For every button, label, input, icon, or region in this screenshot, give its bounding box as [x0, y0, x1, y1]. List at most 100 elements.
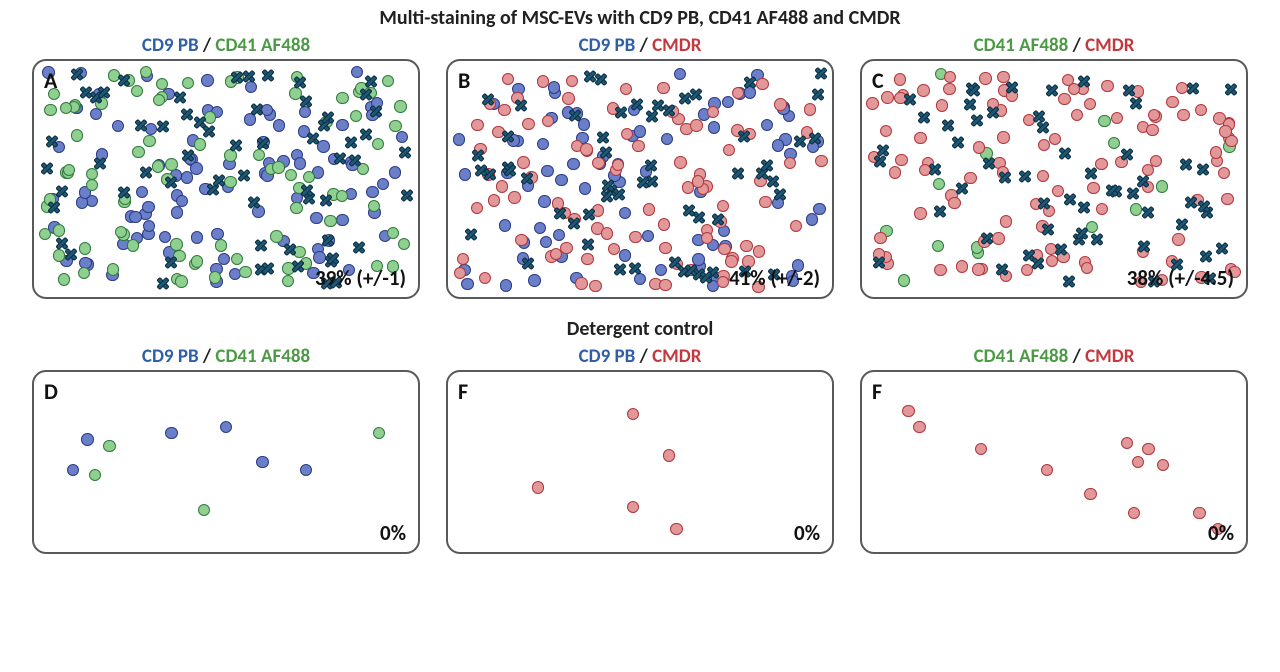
marker-dot-red	[759, 196, 771, 208]
marker-dot-green	[336, 92, 348, 104]
marker-dot-blue	[165, 427, 177, 439]
marker-dot-green	[79, 242, 91, 254]
marker-dot-blue	[273, 119, 285, 131]
marker-dot-red	[575, 277, 587, 289]
marker-cross-icon	[1031, 256, 1045, 270]
marker-dot-red	[1101, 80, 1113, 92]
marker-cross-icon	[369, 105, 383, 119]
marker-dot-red	[580, 143, 592, 155]
marker-dot-red	[1142, 443, 1154, 455]
marker-dot-green	[86, 179, 98, 191]
marker-cross-icon	[40, 161, 54, 175]
marker-dot-green	[132, 146, 144, 158]
marker-dot-blue	[806, 213, 818, 225]
marker-cross-icon	[55, 237, 69, 251]
marker-dot-blue	[661, 133, 673, 145]
marker-dot-green	[78, 267, 90, 279]
marker-cross-icon	[47, 200, 61, 214]
marker-dot-green	[303, 171, 315, 183]
marker-cross-icon	[1197, 200, 1211, 214]
marker-dot-red	[1219, 125, 1231, 137]
marker-cross-icon	[760, 158, 774, 172]
marker-dot-red	[944, 71, 956, 83]
marker-dot-red	[620, 83, 632, 95]
title-part-cd41: CD41 AF488	[974, 34, 1069, 57]
panel-percent: 38% (+/-4.5)	[1127, 265, 1234, 291]
marker-cross-icon	[481, 92, 495, 106]
marker-dot-green	[382, 75, 394, 87]
marker-cross-icon	[612, 188, 626, 202]
marker-dot-green	[71, 129, 83, 141]
panel-title: CD9 PB / CD41 AF488	[142, 345, 310, 368]
marker-dot-blue	[674, 68, 686, 80]
panel-block-C: CD41 AF488 / CMDRC38% (+/-4.5)	[860, 30, 1248, 299]
marker-cross-icon	[1141, 206, 1155, 220]
marker-dot-blue	[136, 186, 148, 198]
marker-dot-green	[58, 273, 70, 285]
marker-cross-icon	[1054, 243, 1068, 257]
marker-dot-blue	[579, 182, 591, 194]
marker-dot-red	[943, 83, 955, 95]
marker-dot-red	[894, 73, 906, 85]
panel-title: CD41 AF488 / CMDR	[974, 34, 1135, 57]
marker-dot-blue	[553, 229, 565, 241]
marker-dot-green	[165, 158, 177, 170]
marker-cross-icon	[743, 76, 757, 90]
marker-cross-icon	[1122, 83, 1136, 97]
marker-cross-icon	[348, 153, 362, 167]
panel-percent: 0%	[1208, 520, 1234, 546]
section-title-detergent: Detergent control	[0, 317, 1280, 341]
marker-dot-green	[191, 255, 203, 267]
marker-dot-red	[1037, 170, 1049, 182]
marker-dot-red	[1084, 98, 1096, 110]
marker-dot-red	[632, 140, 644, 152]
panel-letter: A	[44, 67, 57, 94]
marker-dot-red	[1071, 109, 1083, 121]
marker-dot-blue	[142, 201, 154, 213]
marker-cross-icon	[951, 136, 965, 150]
marker-dot-green	[44, 104, 56, 116]
title-part-cmdr: CMDR	[652, 34, 701, 57]
marker-dot-red	[1177, 109, 1189, 121]
marker-dot-green	[373, 427, 385, 439]
marker-dot-red	[1087, 182, 1099, 194]
marker-cross-icon	[352, 240, 366, 254]
marker-cross-icon	[134, 119, 148, 133]
marker-dot-red	[815, 155, 827, 167]
marker-dot-red	[1000, 215, 1012, 227]
marker-cross-icon	[1186, 81, 1200, 95]
marker-cross-icon	[662, 104, 676, 118]
marker-dot-blue	[201, 74, 213, 86]
marker-dot-blue	[619, 249, 631, 261]
marker-cross-icon	[1084, 167, 1098, 181]
marker-dot-green	[231, 253, 243, 265]
marker-cross-icon	[1032, 109, 1046, 123]
marker-dot-blue	[548, 81, 560, 93]
marker-dot-blue	[300, 464, 312, 476]
marker-cross-icon	[344, 135, 358, 149]
marker-dot-red	[1221, 193, 1233, 205]
marker-dot-red	[1096, 203, 1108, 215]
marker-cross-icon	[928, 163, 942, 177]
marker-dot-green	[272, 161, 284, 173]
marker-dot-red	[589, 280, 601, 292]
marker-dot-red	[1193, 507, 1205, 519]
marker-dot-green	[933, 178, 945, 190]
marker-cross-icon	[55, 185, 69, 199]
marker-dot-blue	[351, 66, 363, 78]
marker-cross-icon	[250, 102, 264, 116]
marker-dot-red	[1132, 456, 1144, 468]
marker-cross-icon	[156, 119, 170, 133]
marker-cross-icon	[70, 68, 84, 82]
marker-dot-green	[1098, 115, 1110, 127]
marker-cross-icon	[568, 108, 582, 122]
marker-cross-icon	[1045, 84, 1059, 98]
scatter-panel-C: C38% (+/-4.5)	[860, 59, 1248, 299]
marker-cross-icon	[1075, 227, 1089, 241]
title-part-cd9: CD9 PB	[142, 34, 199, 57]
panel-letter: B	[458, 67, 470, 94]
marker-cross-icon	[808, 131, 822, 145]
row-multistain: CD9 PB / CD41 AF488A39% (+/-1)CD9 PB / C…	[0, 30, 1280, 299]
marker-cross-icon	[398, 145, 412, 159]
marker-cross-icon	[583, 69, 597, 83]
